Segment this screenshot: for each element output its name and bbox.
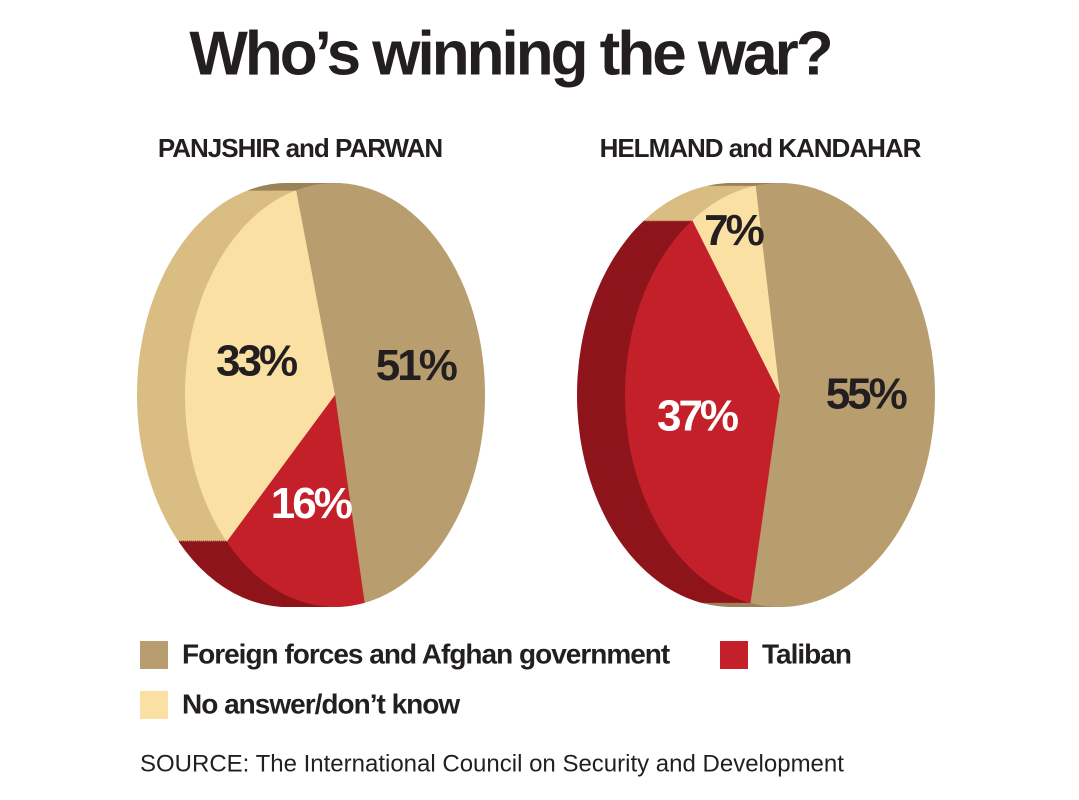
legend-swatch: [720, 641, 748, 669]
pie-title: PANJSHIR and PARWAN: [158, 133, 443, 163]
chart-title: Who’s winning the war?: [189, 19, 830, 88]
pie-slice: [750, 183, 936, 607]
value-label: 51%: [376, 341, 457, 390]
value-label: 37%: [657, 391, 738, 440]
value-label: 55%: [826, 370, 907, 419]
pie-slice: [692, 185, 780, 395]
value-label: 7%: [704, 206, 763, 255]
value-label: 16%: [271, 479, 352, 528]
pie-slice: [184, 190, 335, 542]
legend-swatch: [140, 641, 168, 669]
pie-slice: [226, 395, 365, 607]
source: SOURCE: The International Council on Sec…: [140, 750, 844, 777]
value-label: 33%: [216, 336, 297, 385]
pie-slice: [625, 220, 780, 604]
legend-label: Foreign forces and Afghan government: [182, 638, 670, 669]
pie-title: HELMAND and KANDAHAR: [600, 133, 922, 163]
legend-label: Taliban: [762, 638, 851, 669]
legend-label: No answer/don’t know: [182, 688, 460, 719]
legend-swatch: [140, 691, 168, 719]
pie-slice: [296, 183, 485, 603]
